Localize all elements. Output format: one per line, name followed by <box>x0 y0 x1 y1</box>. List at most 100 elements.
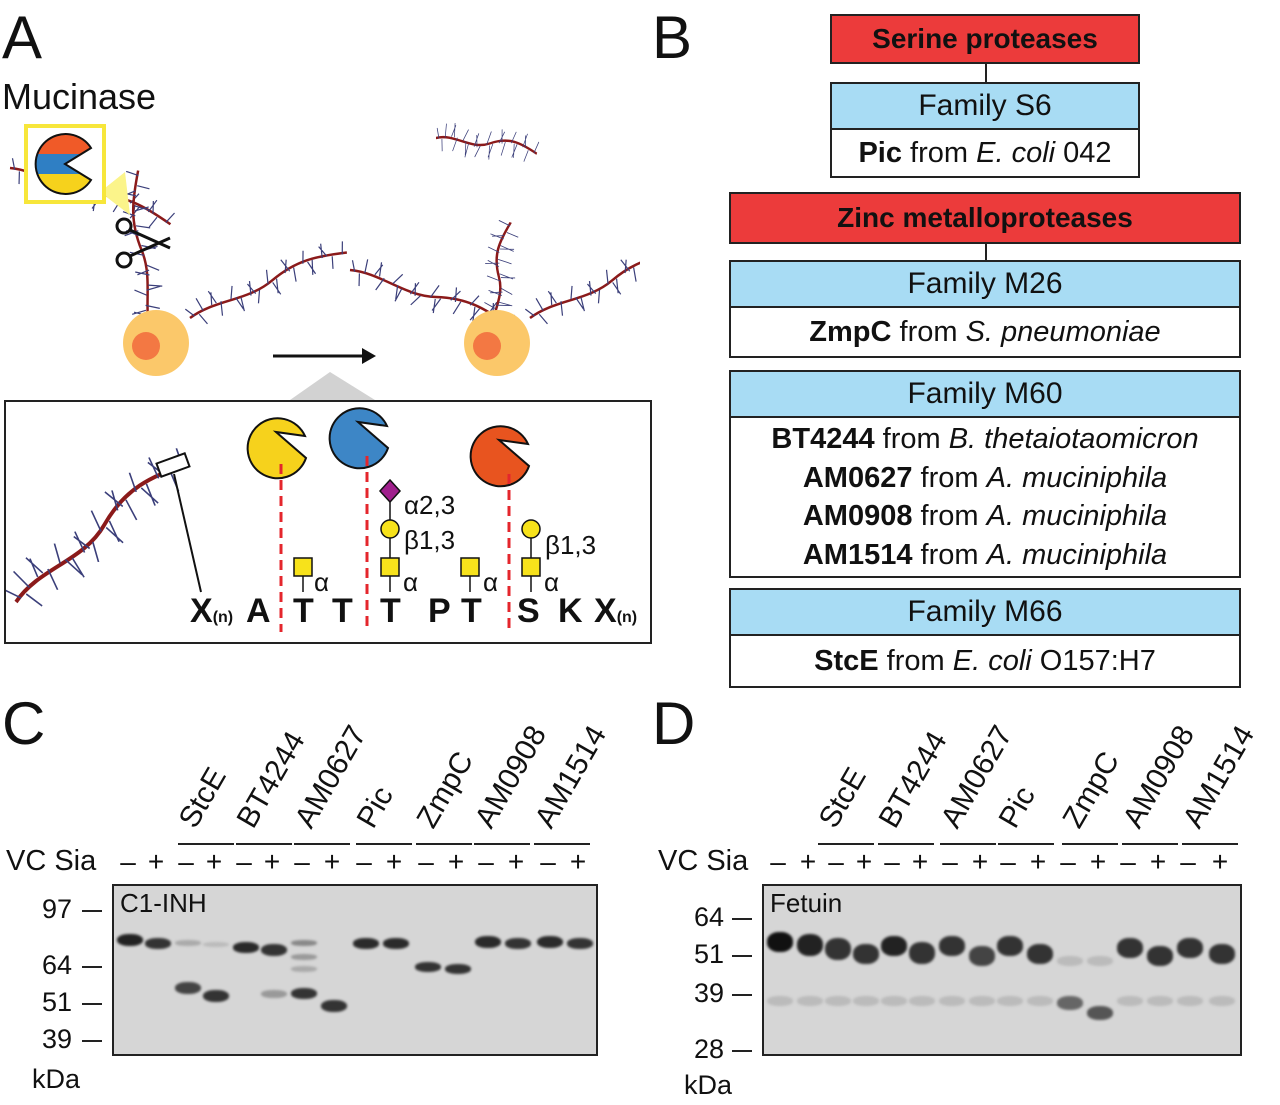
gel-band <box>203 942 229 947</box>
lane-sign: – <box>1120 846 1136 877</box>
gel-band <box>415 962 441 972</box>
lane-sign: + <box>323 846 341 877</box>
lane-label-stce: StcE <box>812 762 873 834</box>
m60-member: AM1514 from A. muciniphila <box>802 538 1168 571</box>
lane-group-underline <box>878 843 934 845</box>
mw-marker-label: 51 <box>693 939 724 969</box>
gel-band <box>881 996 907 1006</box>
mw-marker-label: 51 <box>41 987 72 1017</box>
lane-label-stce: StcE <box>172 762 233 834</box>
lane-sign: – <box>770 846 786 877</box>
mw-marker-label: 28 <box>693 1034 724 1064</box>
lane-label-zmpc: ZmpC <box>1056 746 1126 834</box>
lane-sign: + <box>1211 846 1229 877</box>
gel-band <box>445 964 471 974</box>
alpha-link-t3: α <box>403 567 419 597</box>
gel-band <box>1117 938 1143 958</box>
gel-band <box>117 934 143 946</box>
lane-sign: – <box>540 846 556 877</box>
mucinase-cleavage-illustration <box>3 116 640 400</box>
gel-band <box>1057 996 1083 1010</box>
sequence-residue: K <box>558 592 583 630</box>
zinc-metalloproteases-header: Zinc metalloproteases <box>729 192 1241 244</box>
gel-band <box>353 938 379 949</box>
glycosylation-detail-box <box>4 400 652 644</box>
gel-band <box>939 936 965 956</box>
gel-band <box>261 990 287 998</box>
lane-sign: – <box>828 846 844 877</box>
gel-band <box>881 936 907 956</box>
lane-sign: – <box>178 846 194 877</box>
lane-sign: – <box>1000 846 1016 877</box>
sequence-residue: T <box>461 592 482 630</box>
family-m26-header: Family M26 <box>729 260 1241 308</box>
gel-band <box>505 938 531 949</box>
lane-label-zmpc: ZmpC <box>410 746 480 834</box>
gel-c-mw-unit: kDa <box>32 1064 81 1094</box>
mw-marker-label: 64 <box>41 950 72 980</box>
panel-label-c: C <box>2 690 46 757</box>
gel-band <box>1177 996 1203 1006</box>
gel-band <box>1087 1006 1113 1020</box>
sequence-residue: T <box>293 592 314 630</box>
lane-sign: + <box>799 846 817 877</box>
lane-sign: + <box>147 846 165 877</box>
gel-band <box>1057 956 1083 966</box>
gel-band <box>853 996 879 1006</box>
lane-sign: – <box>294 846 310 877</box>
gel-band <box>1087 956 1113 966</box>
lane-group-underline <box>236 843 292 845</box>
gel-band <box>233 942 259 953</box>
mw-marker-tick <box>82 1003 102 1005</box>
alpha-link-t4: α <box>483 567 499 597</box>
lane-group-underline <box>356 843 412 845</box>
gel-band <box>767 932 793 952</box>
sequence-residue: T <box>332 592 353 630</box>
lane-sign: – <box>120 846 136 877</box>
lane-sign: + <box>385 846 403 877</box>
gel-band <box>291 966 317 972</box>
gel-c: C1-INH <box>112 884 598 1056</box>
lane-sign: + <box>1029 846 1047 877</box>
gel-d-sample-label: Fetuin <box>770 888 843 918</box>
gel-band <box>291 988 317 999</box>
lane-sign: + <box>569 846 587 877</box>
gel-band <box>1027 944 1053 964</box>
mucinase-title: Mucinase <box>2 76 157 117</box>
gel-band <box>145 938 171 949</box>
gel-band <box>175 940 201 946</box>
alpha-link-s: α <box>544 567 560 597</box>
gel-band <box>939 996 965 1006</box>
gel-band <box>1147 946 1173 966</box>
gel-band <box>1117 996 1143 1006</box>
gel-d-row-label: VC Sia <box>658 845 749 877</box>
sequence-residue: X(n) <box>190 592 234 630</box>
gel-c-sample-label: C1-INH <box>120 888 207 918</box>
lane-group-underline <box>178 843 234 845</box>
panel-label-b: B <box>652 4 693 71</box>
mw-marker-tick <box>732 918 752 920</box>
lane-group-underline <box>416 843 472 845</box>
panel-label-d: D <box>652 690 696 757</box>
mw-marker-tick <box>732 994 752 996</box>
gel-band <box>1147 996 1173 1006</box>
lane-label-pic: Pic <box>350 780 400 834</box>
gel-band <box>321 1000 347 1012</box>
gel-band <box>997 996 1023 1006</box>
gel-band <box>825 938 851 960</box>
gel-band <box>969 946 995 966</box>
sequence-residue: X(n) <box>594 592 638 630</box>
gel-band <box>1209 996 1235 1006</box>
lane-group-underline <box>818 843 874 845</box>
gel-band <box>1177 938 1203 958</box>
lane-sign: + <box>971 846 989 877</box>
mw-marker-label: 97 <box>41 894 72 924</box>
family-m66-members: StcE from E. coli O157:H7 <box>729 634 1241 688</box>
gel-d-mw-unit: kDa <box>684 1070 733 1100</box>
mw-marker-tick <box>732 955 752 957</box>
gel-band <box>997 936 1023 956</box>
lane-sign: – <box>356 846 372 877</box>
gel-band <box>537 936 563 948</box>
glycosylation-detail-illustration <box>6 407 541 632</box>
lane-sign: + <box>1149 846 1167 877</box>
